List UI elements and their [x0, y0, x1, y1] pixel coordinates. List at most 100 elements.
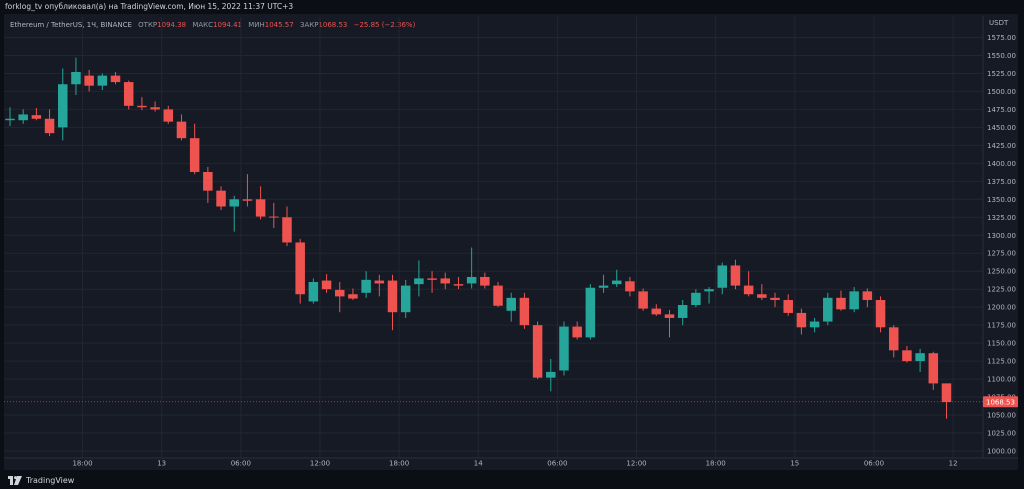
candle-body [229, 199, 239, 207]
candle [216, 186, 226, 211]
candle [770, 292, 780, 308]
candle-body [335, 289, 345, 297]
candle [519, 292, 530, 329]
candle-body [664, 314, 675, 318]
candle-body [58, 84, 68, 128]
candle-body [71, 72, 81, 85]
chart-frame[interactable] [4, 14, 1018, 470]
candle [44, 109, 55, 137]
candle [71, 57, 81, 96]
candle [150, 101, 160, 112]
candle-body [203, 171, 213, 191]
tradingview-brand[interactable]: TradingView [8, 474, 74, 486]
y-tick-label: 1475.00 [987, 106, 1016, 114]
candle-body [176, 121, 187, 139]
candle-body [466, 276, 477, 284]
candle [704, 287, 714, 304]
candle [572, 321, 582, 340]
candle [466, 247, 477, 289]
y-tick-label: 1150.00 [987, 340, 1016, 348]
candle [546, 358, 556, 392]
candle-body [137, 105, 147, 108]
x-tick-label: 12:00 [310, 460, 330, 468]
candle-body [480, 276, 490, 286]
candle-body [493, 285, 503, 306]
x-tick-label: 18:00 [389, 460, 409, 468]
y-tick-label: 1250.00 [987, 268, 1016, 276]
candle-body [651, 308, 662, 315]
candle [84, 69, 94, 92]
candle [915, 348, 925, 372]
x-tick-label: 18:00 [706, 460, 726, 468]
change-value: −25.85 (−2.36%) [353, 21, 416, 29]
candle [532, 321, 543, 380]
candle [717, 262, 728, 295]
candle-body [5, 118, 15, 121]
candle [823, 292, 833, 326]
y-tick-label: 1050.00 [987, 412, 1016, 420]
candle-body [427, 278, 437, 280]
candle [783, 294, 793, 316]
candle [809, 317, 820, 333]
candle-body [532, 325, 543, 378]
open-label: ОТКР [138, 21, 158, 29]
y-tick-label: 1500.00 [987, 88, 1016, 96]
candle-body [757, 294, 767, 298]
y-tick-label: 1025.00 [987, 430, 1016, 438]
candle-body [928, 353, 939, 384]
candle-body [836, 297, 846, 310]
candle-body [572, 326, 582, 338]
candle-body [546, 371, 556, 378]
y-tick-label: 1350.00 [987, 196, 1016, 204]
candle [506, 292, 516, 322]
open-value: 1094.38 [157, 21, 187, 29]
candle [836, 290, 846, 311]
candle-body [163, 109, 174, 122]
candle [58, 68, 68, 141]
candle-body [809, 321, 820, 328]
candle [387, 274, 398, 331]
y-tick-label: 1300.00 [987, 232, 1016, 240]
candle [493, 282, 503, 308]
candle [361, 271, 371, 298]
candle [651, 304, 662, 316]
y-tick-label: 1525.00 [987, 70, 1016, 78]
candle [638, 288, 648, 311]
candle-body [849, 291, 859, 310]
last-price-label: 1068.53 [986, 398, 1015, 406]
candle [625, 276, 635, 297]
candle [308, 278, 319, 304]
candle [849, 287, 859, 313]
y-tick-label: 1550.00 [987, 52, 1016, 60]
candle-body [44, 118, 55, 134]
candle [677, 299, 688, 326]
y-tick-label: 1400.00 [987, 160, 1016, 168]
candle-body [348, 294, 358, 299]
high-label: МАКС [192, 21, 214, 29]
x-tick-label: 18:00 [72, 460, 92, 468]
candle [269, 202, 279, 229]
x-tick-label: 06:00 [231, 460, 251, 468]
y-tick-label: 1175.00 [987, 322, 1016, 330]
candle-body [216, 190, 226, 207]
candle-body [915, 353, 925, 362]
candle [480, 272, 490, 289]
candle [875, 296, 886, 333]
footer-bar [0, 470, 1024, 489]
candle-body [559, 326, 569, 371]
candle-body [295, 242, 305, 295]
candle-body [611, 280, 622, 285]
candle [137, 97, 147, 111]
x-tick-label: 12 [949, 460, 958, 468]
candle [559, 321, 569, 376]
candle [348, 288, 358, 300]
candle [18, 109, 28, 124]
candle [5, 107, 15, 126]
candle [598, 274, 609, 293]
candle-body [97, 75, 108, 86]
grid-lines [4, 17, 983, 458]
y-tick-label: 1325.00 [987, 214, 1016, 222]
candle-body [677, 305, 688, 318]
candle-body [84, 75, 94, 86]
